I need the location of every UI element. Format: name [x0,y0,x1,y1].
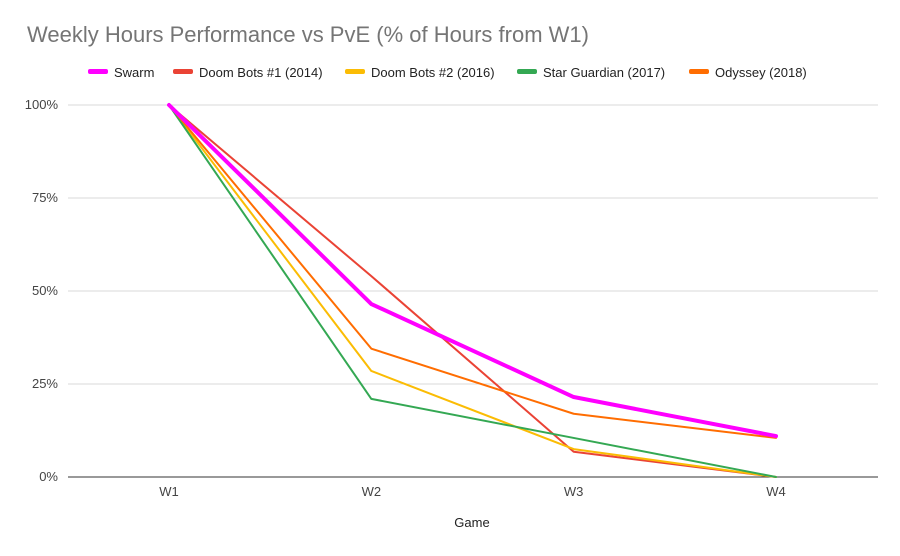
x-tick-label: W3 [564,484,584,499]
series-lines [167,103,778,478]
legend-item-doom-bots-2: Doom Bots #2 (2016) [345,65,495,80]
legend-item-odyssey: Odyssey (2018) [689,65,807,80]
legend-label-star-guardian: Star Guardian (2017) [543,65,665,80]
series-line-doom-bots-2-2016 [168,104,777,478]
y-tick-label: 75% [32,190,58,205]
legend-label-doom-bots-1: Doom Bots #1 (2014) [199,65,323,80]
x-tick-label: W2 [362,484,382,499]
legend: Swarm Doom Bots #1 (2014) Doom Bots #2 (… [88,65,807,80]
y-tick-label: 25% [32,376,58,391]
series-line-swarm [167,103,778,439]
x-tick-label: W1 [159,484,179,499]
legend-label-swarm: Swarm [114,65,154,80]
chart-title: Weekly Hours Performance vs PvE (% of Ho… [27,22,589,47]
y-tick-label: 50% [32,283,58,298]
y-tick-label: 0% [39,469,58,484]
legend-swatch-odyssey [689,69,709,74]
legend-item-star-guardian: Star Guardian (2017) [517,65,665,80]
legend-swatch-doom-bots-2 [345,69,365,74]
legend-item-doom-bots-1: Doom Bots #1 (2014) [173,65,323,80]
series-line-odyssey-2018 [168,104,777,439]
y-axis-ticks: 0% 25% 50% 75% 100% [25,97,59,484]
x-axis-title: Game [454,515,489,530]
legend-label-odyssey: Odyssey (2018) [715,65,807,80]
x-tick-label: W4 [766,484,786,499]
series-line-star-guardian-2017 [168,104,777,478]
legend-swatch-swarm [88,69,108,74]
series-line-doom-bots-1-2014 [168,104,777,478]
y-tick-label: 100% [25,97,59,112]
legend-swatch-doom-bots-1 [173,69,193,74]
x-axis-ticks: W1 W2 W3 W4 [159,484,786,499]
legend-label-doom-bots-2: Doom Bots #2 (2016) [371,65,495,80]
legend-swatch-star-guardian [517,69,537,74]
gridlines [68,104,878,478]
legend-item-swarm: Swarm [88,65,154,80]
